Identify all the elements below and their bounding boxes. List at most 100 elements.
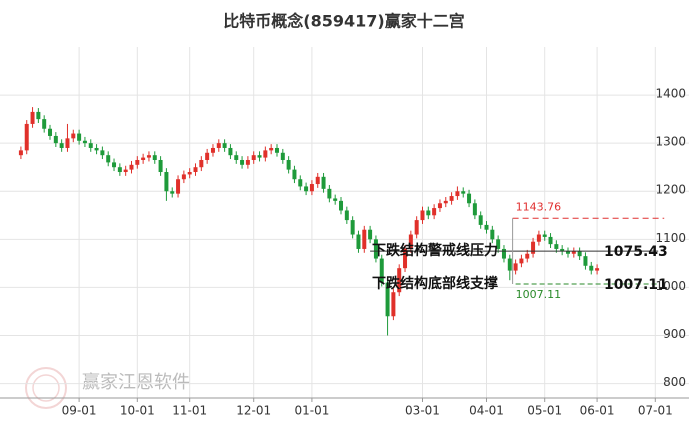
chart-title: 比特币概念(859417)赢家十二宫 bbox=[223, 12, 464, 31]
candle-body bbox=[408, 234, 413, 249]
candle-body bbox=[461, 191, 466, 194]
candle-body bbox=[519, 258, 524, 264]
y-tick-label: 1000 bbox=[655, 279, 686, 293]
candle-body bbox=[65, 138, 70, 148]
candle-body bbox=[269, 147, 274, 151]
x-tick-label: 09-01 bbox=[62, 404, 97, 418]
candle-body bbox=[129, 164, 134, 170]
candle-body bbox=[333, 198, 338, 201]
candle-body bbox=[228, 147, 233, 156]
candle-body bbox=[484, 224, 489, 230]
x-tick-label: 12-01 bbox=[236, 404, 271, 418]
candle-body bbox=[531, 241, 536, 254]
candle-body bbox=[263, 150, 268, 158]
candle-body bbox=[368, 229, 373, 240]
candle-body bbox=[467, 193, 472, 204]
candle-body bbox=[222, 143, 227, 148]
candle-body bbox=[589, 265, 594, 271]
x-tick-label: 05-01 bbox=[527, 404, 562, 418]
candle-body bbox=[339, 200, 344, 211]
y-tick-label: 1300 bbox=[655, 135, 686, 149]
support-small-label: 1007.11 bbox=[516, 288, 562, 301]
candle-body bbox=[59, 143, 64, 148]
candle-body bbox=[77, 133, 82, 141]
candle-body bbox=[507, 258, 512, 271]
candle-body bbox=[24, 123, 29, 151]
candle-body bbox=[414, 220, 419, 235]
candle-body bbox=[100, 150, 105, 156]
candle-body bbox=[94, 147, 99, 151]
level-value: 1075.43 bbox=[604, 244, 668, 260]
candle-body bbox=[525, 253, 530, 259]
candle-body bbox=[304, 186, 309, 192]
candle-body bbox=[309, 184, 314, 192]
grid bbox=[0, 47, 689, 398]
candle-body bbox=[373, 239, 378, 259]
candle-body bbox=[560, 248, 565, 252]
candle-body bbox=[501, 248, 506, 259]
candle-body bbox=[327, 188, 332, 199]
candle-body bbox=[420, 210, 425, 221]
candle-body bbox=[385, 282, 390, 317]
candle-body bbox=[577, 251, 582, 257]
candle-body bbox=[455, 191, 460, 197]
resistance-label: 1143.76 bbox=[516, 200, 562, 213]
candle-body bbox=[36, 111, 41, 120]
x-tick-label: 04-01 bbox=[469, 404, 504, 418]
candle-body bbox=[251, 155, 256, 160]
plot-frame bbox=[0, 47, 689, 398]
candle-body bbox=[542, 234, 547, 237]
candle-body bbox=[112, 162, 117, 168]
candle-body bbox=[123, 169, 128, 173]
candle-body bbox=[362, 229, 367, 249]
candle-body bbox=[152, 155, 157, 160]
candle-body bbox=[158, 159, 163, 173]
candle-body bbox=[30, 111, 35, 124]
candle-body bbox=[356, 234, 361, 249]
candle-body bbox=[42, 119, 47, 129]
candle-body bbox=[490, 229, 495, 240]
candle-body bbox=[472, 203, 477, 216]
candle-body bbox=[391, 292, 396, 317]
candle-body bbox=[164, 172, 169, 192]
y-tick-label: 800 bbox=[663, 375, 686, 389]
candle-body bbox=[315, 176, 320, 185]
x-tick-label: 10-01 bbox=[120, 404, 155, 418]
y-tick-label: 1200 bbox=[655, 183, 686, 197]
candle-body bbox=[53, 135, 58, 144]
candle-body bbox=[187, 172, 192, 175]
candle-body bbox=[135, 159, 140, 165]
candle-body bbox=[432, 208, 437, 216]
candle-body bbox=[583, 256, 588, 266]
candle-body bbox=[199, 159, 204, 168]
candle-body bbox=[71, 133, 76, 139]
candle-body bbox=[397, 268, 402, 293]
candle-body bbox=[216, 143, 221, 148]
candle-body bbox=[443, 200, 448, 204]
candle-body bbox=[286, 159, 291, 170]
candle-body bbox=[321, 176, 326, 189]
candle-body bbox=[181, 174, 186, 180]
x-tick-label: 11-01 bbox=[172, 404, 207, 418]
candle-body bbox=[88, 143, 93, 148]
candle-body bbox=[571, 251, 576, 254]
y-tick-label: 1100 bbox=[655, 231, 686, 245]
x-tick-label: 01-01 bbox=[294, 404, 329, 418]
candle-body bbox=[426, 210, 431, 216]
x-tick-label: 03-01 bbox=[405, 404, 440, 418]
candle-body bbox=[554, 244, 559, 249]
candle-body bbox=[18, 150, 23, 156]
candle-body bbox=[240, 159, 245, 165]
candle-body bbox=[193, 167, 198, 173]
candle-body bbox=[449, 196, 454, 201]
x-tick-label: 07-01 bbox=[638, 404, 673, 418]
candle-body bbox=[48, 128, 53, 136]
candle-body bbox=[274, 147, 279, 153]
candle-body bbox=[210, 147, 215, 153]
candle-body bbox=[176, 179, 181, 194]
x-tick-label: 06-01 bbox=[580, 404, 615, 418]
level-value: 1007.11 bbox=[604, 277, 668, 293]
candle-body bbox=[146, 155, 151, 158]
y-tick-label: 900 bbox=[663, 327, 686, 341]
candle-body bbox=[403, 248, 408, 269]
